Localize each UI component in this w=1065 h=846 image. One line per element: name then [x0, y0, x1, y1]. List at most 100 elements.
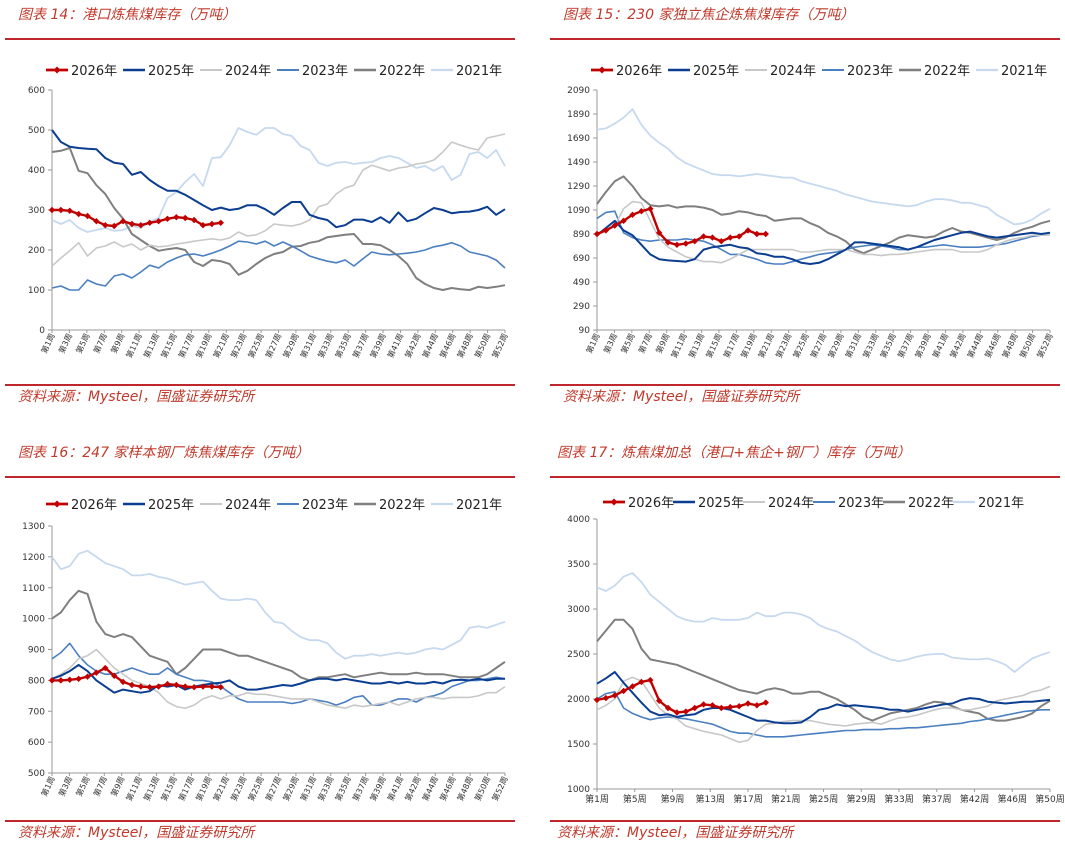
- x-tick-label: 第7周: [91, 775, 109, 798]
- y-tick-label: 1100: [22, 584, 45, 594]
- point-marker: [199, 222, 207, 229]
- x-tick-label: 第35周: [333, 775, 353, 803]
- x-tick-label: 第31周: [298, 775, 318, 803]
- point-marker: [629, 683, 636, 690]
- y-tick-label: 0: [39, 326, 45, 336]
- x-tick-label: 第15周: [704, 332, 724, 360]
- x-tick-label: 第50周: [472, 332, 492, 360]
- x-tick-label: 第13周: [141, 775, 161, 803]
- y-tick-label: 600: [28, 738, 45, 748]
- series-line-2021年: [596, 108, 1051, 226]
- source-rule: [550, 384, 1060, 386]
- x-tick-label: 第31周: [298, 332, 318, 360]
- legend-label: 2023年: [302, 64, 348, 79]
- x-tick-label: 第48周: [455, 332, 475, 360]
- y-tick-label: 690: [573, 254, 590, 264]
- point-marker: [93, 669, 100, 676]
- y-tick-label: 1000: [22, 615, 45, 625]
- point-marker: [682, 708, 690, 715]
- x-tick-label: 第23周: [228, 775, 248, 803]
- series-line-2024年: [51, 133, 506, 267]
- legend-label: 2024年: [225, 498, 271, 513]
- point-marker: [700, 701, 707, 708]
- title-rule: [5, 476, 515, 478]
- series-line-2021年: [596, 572, 1051, 673]
- point-marker: [155, 683, 162, 690]
- x-tick-label: 第9周: [661, 793, 685, 805]
- series-line-2024年: [596, 200, 1050, 264]
- x-tick-label: 第46周: [998, 793, 1027, 805]
- x-tick-label: 第35周: [333, 332, 353, 360]
- x-tick-label: 第15周: [159, 775, 179, 803]
- x-tick-label: 第29周: [847, 793, 876, 805]
- y-tick-label: 500: [28, 126, 45, 136]
- series-line-2025年: [51, 663, 505, 694]
- y-tick-label: 3000: [567, 605, 590, 615]
- x-tick-label: 第27周: [263, 775, 283, 803]
- point-marker: [217, 683, 224, 691]
- legend-label: 2021年: [456, 64, 502, 79]
- series-line-2025年: [596, 219, 1051, 265]
- y-tick-label: 2500: [567, 650, 590, 660]
- legend-label: 2026年: [71, 64, 117, 79]
- x-tick-label: 第29周: [826, 332, 846, 360]
- point-marker: [647, 205, 654, 212]
- point-marker: [727, 234, 734, 241]
- y-tick-label: 1200: [22, 553, 45, 563]
- point-marker: [66, 676, 73, 683]
- x-tick-label: 第3周: [56, 332, 74, 355]
- x-tick-label: 第5周: [623, 793, 647, 805]
- point-marker: [48, 677, 56, 684]
- y-tick-label: 1000: [567, 785, 590, 795]
- x-tick-label: 第52周: [490, 332, 510, 360]
- x-tick-label: 第13周: [141, 332, 161, 360]
- y-tick-label: 290: [573, 302, 590, 312]
- point-marker: [84, 212, 91, 220]
- chart-panel-fig16: 图表 16：247 家样本钢厂炼焦煤库存（万吨） 500 600 700 800 900…: [0, 438, 520, 846]
- legend-label: 2025年: [698, 496, 744, 511]
- source-note: 资料来源：Mysteel，国盛证券研究所: [557, 825, 794, 841]
- x-tick-label: 第17周: [176, 332, 196, 360]
- x-tick-label: 第17周: [176, 775, 196, 803]
- y-tick-label: 3500: [567, 560, 590, 570]
- point-marker: [753, 702, 761, 709]
- y-tick-label: 2000: [567, 695, 590, 705]
- x-tick-label: 第46周: [437, 332, 457, 360]
- point-marker: [190, 216, 198, 224]
- chart-panel-fig14: 图表 14：港口炼焦煤库存（万吨） 0 100 200 300 400 500 600 第1周…: [0, 0, 520, 410]
- legend-label: 2024年: [225, 64, 271, 79]
- chart-title: 图表 17：炼焦煤加总（港口+焦企+钢厂）库存（万吨）: [557, 445, 911, 461]
- point-marker: [48, 206, 56, 214]
- x-tick-label: 第25周: [809, 793, 838, 805]
- x-tick-label: 第9周: [109, 332, 127, 355]
- point-marker: [709, 234, 716, 241]
- point-marker: [137, 222, 145, 229]
- point-marker: [744, 700, 752, 707]
- x-tick-label: 第13周: [696, 793, 725, 805]
- x-tick-label: 第44周: [420, 332, 440, 360]
- x-tick-label: 第39周: [368, 332, 388, 360]
- y-tick-label: 1090: [567, 206, 590, 216]
- x-tick-label: 第19周: [193, 775, 213, 803]
- series-line-2023年: [51, 240, 506, 291]
- legend-label: 2024年: [768, 496, 814, 511]
- x-tick-label: 第41周: [385, 332, 405, 360]
- x-tick-label: 第41周: [930, 332, 950, 360]
- series-line-2024年: [51, 648, 506, 709]
- x-tick-label: 第37周: [895, 332, 915, 360]
- y-tick-label: 890: [573, 230, 590, 240]
- legend-label: 2026年: [71, 498, 117, 513]
- x-tick-label: 第15周: [159, 332, 179, 360]
- y-tick-label: 900: [28, 646, 45, 656]
- x-tick-label: 第23周: [773, 332, 793, 360]
- y-tick-label: 700: [28, 707, 45, 717]
- series-line-2025年: [596, 671, 1051, 725]
- source-note: 资料来源：Mysteel，国盛证券研究所: [18, 825, 255, 841]
- x-tick-label: 第21周: [756, 332, 776, 360]
- x-tick-label: 第5周: [74, 332, 92, 355]
- x-tick-label: 第9周: [654, 332, 672, 355]
- point-marker: [593, 696, 601, 704]
- legend-label: 2023年: [838, 496, 884, 511]
- x-tick-label: 第5周: [74, 775, 92, 798]
- x-tick-label: 第11周: [124, 332, 144, 360]
